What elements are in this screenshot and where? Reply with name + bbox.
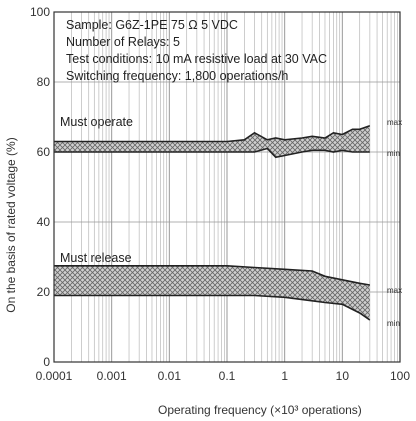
bands-group bbox=[54, 126, 370, 320]
x-tick-label: 0.0001 bbox=[36, 369, 73, 383]
x-tick-label: 10 bbox=[336, 369, 350, 383]
must-operate-max-label: max bbox=[387, 118, 402, 127]
x-tick-label: 100 bbox=[390, 369, 410, 383]
y-tick-label: 40 bbox=[37, 215, 51, 229]
condition-switching-frequency: Switching frequency: 1,800 operations/h bbox=[66, 69, 288, 83]
must-release-band bbox=[54, 266, 370, 320]
condition-sample: Sample: G6Z-1PE 75 Ω 5 VDC bbox=[66, 18, 238, 32]
x-axis-ticks: 0.0001 0.001 0.01 0.1 1 10 100 bbox=[36, 369, 411, 383]
x-axis-title: Operating frequency (×10³ operations) bbox=[158, 403, 362, 417]
y-tick-label: 100 bbox=[30, 5, 50, 19]
band-label-must-release: Must release bbox=[60, 251, 132, 265]
y-axis-ticks: 0 20 40 60 80 100 bbox=[30, 5, 50, 369]
must-operate-min-label: min bbox=[387, 149, 400, 158]
condition-test: Test conditions: 10 mA resistive load at… bbox=[66, 52, 327, 66]
must-release-max-label: max bbox=[387, 286, 402, 295]
x-tick-label: 1 bbox=[281, 369, 288, 383]
y-tick-label: 0 bbox=[43, 355, 50, 369]
y-tick-label: 80 bbox=[37, 75, 51, 89]
y-tick-label: 60 bbox=[37, 145, 51, 159]
condition-relay-count: Number of Relays: 5 bbox=[66, 35, 180, 49]
x-tick-label: 0.1 bbox=[219, 369, 236, 383]
band-label-must-operate: Must operate bbox=[60, 115, 133, 129]
x-tick-label: 0.01 bbox=[158, 369, 182, 383]
y-axis-title: On the basis of rated voltage (%) bbox=[4, 137, 18, 312]
must-release-min-label: min bbox=[387, 319, 400, 328]
y-tick-label: 20 bbox=[37, 285, 51, 299]
x-tick-label: 0.001 bbox=[97, 369, 127, 383]
